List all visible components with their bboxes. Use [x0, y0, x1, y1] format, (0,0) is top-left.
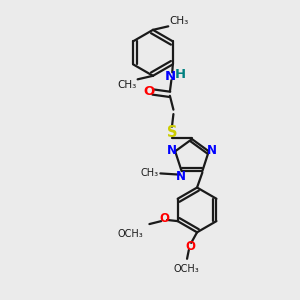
Text: N: N	[207, 144, 217, 157]
Text: H: H	[175, 68, 186, 81]
Text: CH₃: CH₃	[117, 80, 136, 90]
Text: S: S	[167, 125, 177, 140]
Text: OCH₃: OCH₃	[118, 230, 143, 239]
Text: O: O	[160, 212, 170, 225]
Text: O: O	[185, 240, 195, 253]
Text: O: O	[143, 85, 155, 98]
Text: CH₃: CH₃	[169, 16, 189, 26]
Text: CH₃: CH₃	[140, 168, 159, 178]
Text: N: N	[164, 70, 175, 83]
Text: OCH₃: OCH₃	[174, 263, 199, 274]
Text: N: N	[167, 144, 177, 157]
Text: N: N	[176, 170, 185, 183]
